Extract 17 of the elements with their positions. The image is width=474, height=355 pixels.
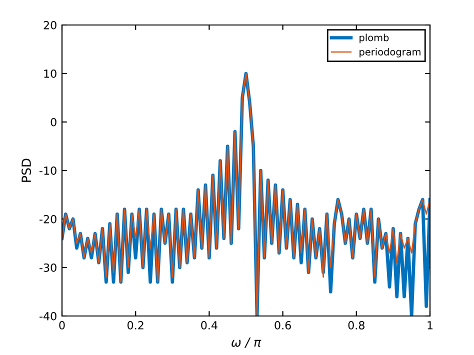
y-axis-title: PSD: [22, 158, 32, 182]
legend-label: periodogram: [360, 48, 420, 58]
x-tick-label: 0.2: [128, 321, 144, 330]
y-tick-label: 20: [44, 20, 56, 30]
x-tick-label: 0.4: [201, 321, 218, 330]
y-tick-label: 10: [44, 69, 56, 78]
x-tick-label: 0.6: [274, 321, 291, 330]
x-tick-label: 1: [428, 321, 433, 330]
y-tick-label: -30: [40, 263, 56, 272]
x-axis-title: ω / π: [232, 338, 262, 348]
y-tick-label: 0: [50, 118, 56, 126]
y-tick-label: -40: [40, 312, 56, 320]
x-tick-label: 0: [59, 321, 65, 330]
x-tick-label: 0.8: [348, 321, 364, 330]
legend-label: plomb: [360, 34, 389, 44]
y-tick-label: -20: [40, 214, 56, 224]
y-tick-label: -10: [40, 166, 56, 175]
